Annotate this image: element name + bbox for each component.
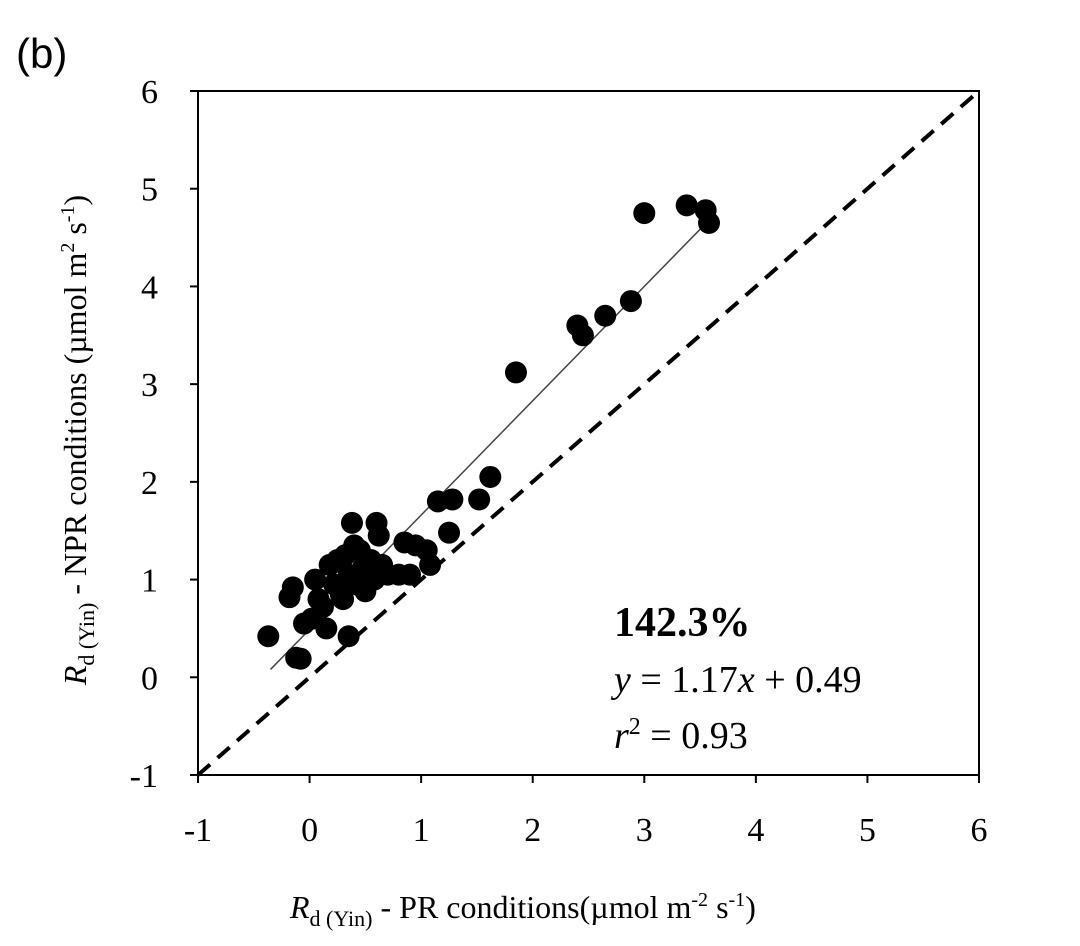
x-tick-label: -1	[184, 812, 212, 849]
data-point	[332, 588, 355, 611]
data-points	[257, 194, 720, 670]
data-point	[278, 586, 301, 609]
data-point	[340, 511, 363, 534]
data-point	[504, 361, 527, 384]
one-to-one-reference-line	[196, 89, 981, 777]
axis-ticks: -1 0 1 2 3 4 5 6 -1 0 1 2 3 4 5 6	[130, 74, 988, 849]
y-tick-label: 2	[141, 465, 158, 502]
y-tick-label: 4	[141, 269, 158, 306]
y-tick-label: 0	[141, 660, 158, 697]
y-axis-text: - NPR conditions (µmol m	[57, 253, 93, 603]
y-tick-label: 3	[141, 367, 158, 404]
data-point	[479, 465, 502, 488]
x-tick-label: 0	[301, 812, 318, 849]
data-point	[337, 625, 360, 648]
panel-label: (b)	[16, 30, 67, 77]
y-tick-label: -1	[130, 758, 158, 795]
y-tick-label: 5	[141, 172, 158, 209]
equation-intercept: + 0.49	[755, 659, 862, 701]
x-tick-label: 1	[413, 812, 430, 849]
plot-frame	[197, 90, 980, 776]
data-point	[594, 304, 617, 327]
regression-equation: y = 1.17x + 0.49	[610, 659, 862, 701]
percent-annotation: 142.3%	[614, 600, 751, 646]
equation-y: y	[610, 659, 631, 701]
y-axis-exp1: 2	[57, 243, 79, 253]
x-axis-sub: d (Yin)	[310, 906, 373, 931]
data-point	[697, 211, 720, 234]
y-axis-end: )	[57, 195, 93, 206]
x-axis-var: R	[289, 889, 310, 925]
y-axis-sub: d (Yin)	[74, 603, 99, 666]
x-axis-exp1: -2	[691, 889, 708, 911]
y-axis-var: R	[57, 665, 93, 686]
data-point	[633, 202, 656, 225]
plot-lines	[196, 89, 981, 777]
x-axis-exp2: -1	[729, 889, 746, 911]
x-tick-label: 4	[747, 812, 764, 849]
y-axis-exp2: -1	[57, 206, 79, 223]
data-point	[468, 488, 491, 511]
data-point	[675, 194, 698, 217]
y-axis-title: Rd (Yin) - NPR conditions (µmol m2 s-1)	[57, 195, 99, 686]
data-point	[367, 524, 390, 547]
data-point	[419, 553, 442, 576]
r-squared-exponent: 2	[629, 714, 641, 740]
x-axis-mid: s	[708, 889, 728, 925]
data-point	[619, 290, 642, 313]
r-squared-annotation: r2 = 0.93	[614, 714, 748, 757]
x-tick-label: 2	[524, 812, 541, 849]
data-point	[304, 568, 327, 591]
data-point	[441, 488, 464, 511]
r-squared-symbol: r	[614, 715, 629, 757]
data-point	[311, 595, 334, 618]
data-point	[315, 617, 338, 640]
y-axis-mid: s	[57, 222, 93, 242]
x-axis-text: - PR conditions(µmol m	[373, 889, 692, 925]
data-point	[438, 521, 461, 544]
x-tick-label: 6	[971, 812, 988, 849]
equation-x: x	[737, 659, 755, 701]
y-tick-label: 1	[141, 563, 158, 600]
data-point	[289, 647, 312, 670]
equation-coefficient: = 1.17	[631, 659, 738, 701]
x-tick-label: 5	[859, 812, 876, 849]
x-tick-label: 3	[636, 812, 653, 849]
y-tick-label: 6	[141, 74, 158, 111]
data-point	[398, 563, 421, 586]
x-axis-end: )	[745, 889, 756, 925]
data-point	[257, 625, 280, 648]
data-point	[571, 324, 594, 347]
x-axis-title: Rd (Yin) - PR conditions(µmol m-2 s-1)	[289, 889, 756, 931]
r-squared-value: = 0.93	[641, 715, 748, 757]
